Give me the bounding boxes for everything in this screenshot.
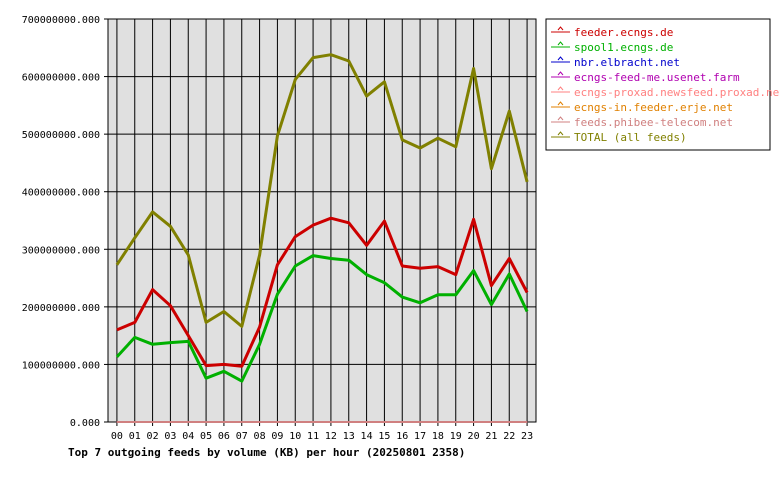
x-tick-label: 10: [289, 431, 301, 442]
legend-entries: feeder.ecngs.de spool1.ecngs.de nbr.elbrac…: [551, 26, 780, 144]
legend-label: ecngs-proxad.newsfeed.proxad.net: [574, 86, 780, 99]
legend-label: ecngs-in.feeder.erje.net: [574, 101, 733, 114]
legend-marker-icon: [557, 26, 564, 31]
x-axis-ticks: 00 01 02 03 04 05 06 07 08 09 10 11 12 13 14 15 16 17 18 19…: [111, 422, 533, 442]
x-tick-label: 16: [396, 431, 408, 442]
y-tick-label: 600000000.000: [22, 73, 100, 84]
y-tick-label: 400000000.000: [22, 188, 100, 199]
y-tick-label: 300000000.000: [22, 245, 100, 256]
legend-marker-icon: [557, 41, 564, 46]
x-tick-label: 19: [450, 431, 462, 442]
legend-marker-icon: [557, 116, 564, 121]
legend-marker-icon: [557, 71, 564, 76]
x-tick-label: 18: [432, 431, 444, 442]
y-tick-label: 0.000: [70, 418, 100, 429]
x-tick-label: 21: [485, 431, 497, 442]
legend-label: TOTAL (all feeds): [574, 131, 687, 144]
x-tick-label: 22: [503, 431, 515, 442]
series-lines: [115, 53, 529, 423]
legend-label: nbr.elbracht.net: [574, 56, 680, 69]
y-axis-ticks: 0.000 100000000.000 200000000.000 300000000…: [22, 15, 108, 429]
y-tick-label: 500000000.000: [22, 130, 100, 141]
x-tick-label: 05: [200, 431, 212, 442]
x-tick-label: 02: [147, 431, 159, 442]
x-tick-label: 13: [343, 431, 355, 442]
x-tick-label: 14: [361, 431, 373, 442]
series-line-0: [116, 216, 529, 368]
y-tick-label: 700000000.000: [22, 15, 100, 26]
x-tick-label: 23: [521, 431, 533, 442]
legend-label: ecngs-feed-me.usenet.farm: [574, 71, 740, 84]
x-tick-label: 07: [236, 431, 248, 442]
y-tick-label: 200000000.000: [22, 303, 100, 314]
legend-marker-icon: [557, 131, 564, 136]
legend-marker-icon: [557, 101, 564, 106]
series-line-1: [115, 254, 529, 383]
y-tick-label: 100000000.000: [22, 360, 100, 371]
x-tick-label: 03: [164, 431, 176, 442]
legend-marker-icon: [557, 56, 564, 61]
x-tick-label: 08: [254, 431, 266, 442]
x-tick-label: 17: [414, 431, 426, 442]
legend-label: feeder.ecngs.de: [574, 26, 673, 39]
x-tick-label: 09: [271, 431, 283, 442]
series-line-7: [115, 53, 529, 328]
legend: feeder.ecngs.de spool1.ecngs.de nbr.elbrac…: [545, 18, 780, 151]
x-tick-label: 06: [218, 431, 230, 442]
chart-title: Top 7 outgoing feeds by volume (KB) per …: [68, 446, 465, 459]
x-tick-label: 15: [378, 431, 390, 442]
x-tick-label: 12: [325, 431, 337, 442]
legend-box: [545, 18, 771, 151]
legend-label: spool1.ecngs.de: [574, 41, 673, 54]
x-tick-label: 01: [129, 431, 141, 442]
x-tick-label: 00: [111, 431, 123, 442]
legend-label: feeds.phibee-telecom.net: [574, 116, 733, 129]
x-tick-label: 20: [468, 431, 480, 442]
x-tick-label: 04: [182, 431, 194, 442]
legend-marker-icon: [557, 86, 564, 91]
x-tick-label: 11: [307, 431, 319, 442]
